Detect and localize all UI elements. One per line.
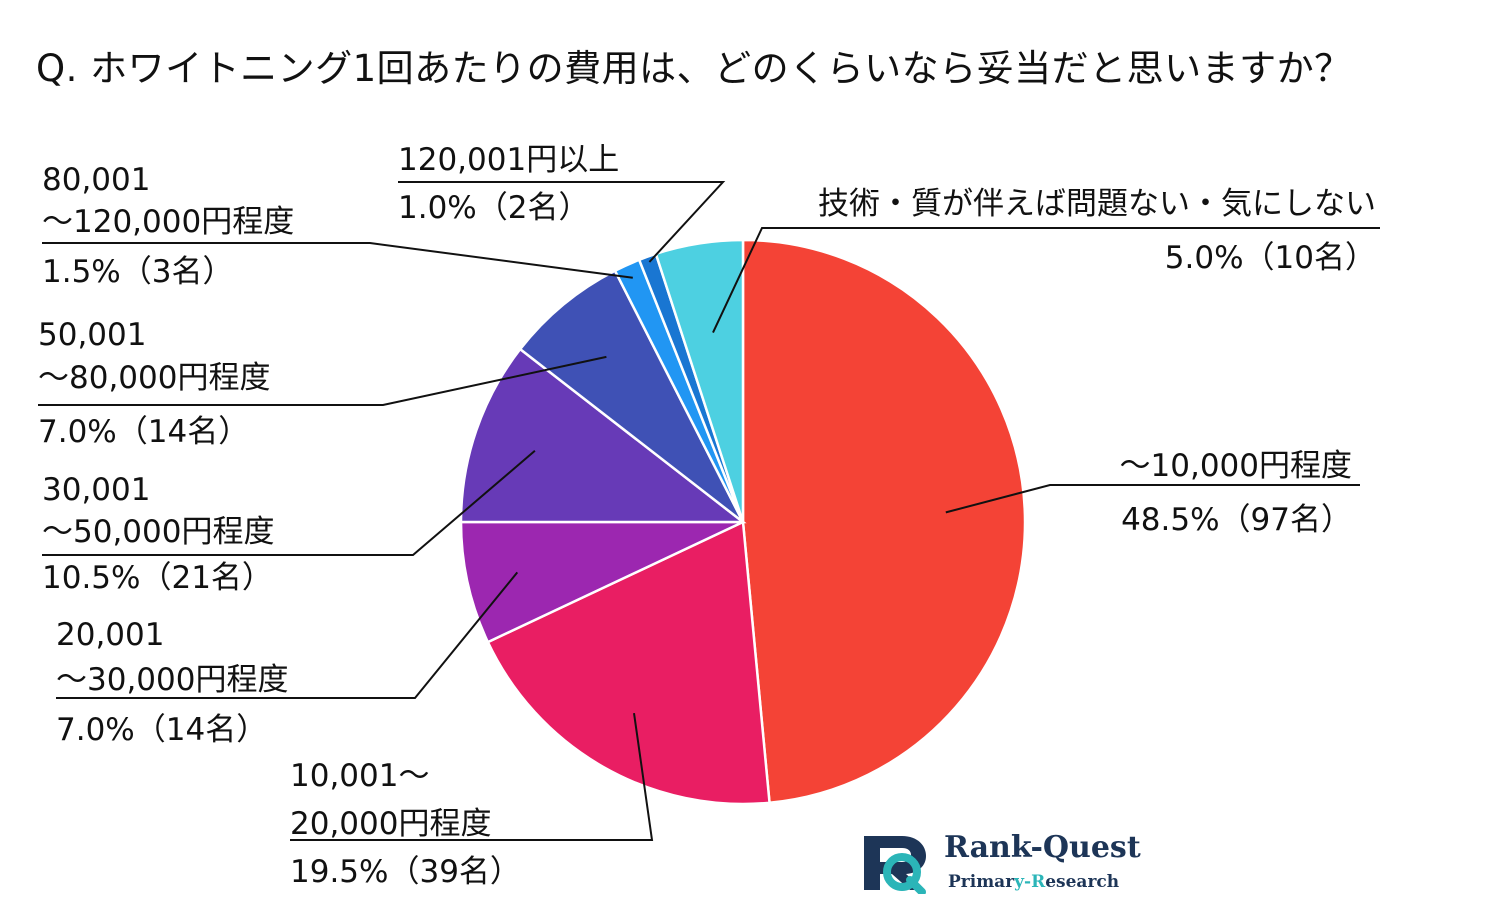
slice-label-4-line-2: ～50,000円程度 (42, 514, 274, 550)
slice-value-7: 1.0%（2名） (398, 190, 589, 226)
leader-line-7 (398, 181, 726, 263)
slice-label-1-line-1: ～10,000円程度 (1120, 448, 1352, 484)
pie-slice-3 (459, 520, 744, 644)
slice-label-3-line-2: ～30,000円程度 (56, 662, 288, 698)
leader-line-2 (290, 712, 654, 841)
pie-slice-5 (518, 269, 745, 523)
slice-value-1: 48.5%（97名） (1121, 502, 1352, 538)
slice-value-3: 7.0%（14名） (56, 712, 267, 748)
slice-label-2-line-2: 20,000円程度 (290, 806, 491, 842)
leader-line-3 (56, 571, 519, 699)
slice-labels: ～10,000円程度 48.5%（97名） 10,001～ 20,000円程度 19.5… (38, 142, 1376, 890)
leader-line-5 (38, 355, 607, 406)
slice-value-4: 10.5%（21名） (42, 560, 273, 596)
slice-label-6-line-1: 80,001 (42, 162, 150, 198)
rank-quest-logo-mark-icon (864, 836, 926, 896)
pie-slice-1 (741, 238, 1027, 805)
slice-label-5-line-2: ～80,000円程度 (38, 360, 270, 396)
slice-label-5-line-1: 50,001 (38, 317, 146, 353)
pie-slice-4 (459, 347, 747, 524)
slice-value-2: 19.5%（39名） (290, 854, 521, 890)
slice-label-2-line-1: 10,001～ (290, 758, 429, 794)
leader-line-6 (42, 242, 633, 279)
pie-slices (459, 238, 1027, 806)
slice-label-3-line-1: 20,001 (56, 617, 164, 653)
slice-value-5: 7.0%（14名） (38, 414, 249, 450)
rank-quest-logo: Rank-Quest Primary-Research (858, 830, 1158, 896)
slice-label-6-line-2: ～120,000円程度 (42, 204, 294, 240)
pie-slice-2 (486, 520, 771, 806)
leader-line-8 (712, 227, 1380, 334)
logo-tagline: Primary-Research (948, 872, 1120, 892)
leader-lines (38, 181, 1380, 841)
leader-line-4 (42, 450, 536, 556)
slice-value-6: 1.5%（3名） (42, 254, 233, 290)
logo-name: Rank-Quest (944, 830, 1141, 865)
chart-title: Q. ホワイトニング1回あたりの費用は、どのくらいなら妥当だと思いますか？ (36, 47, 1352, 90)
slice-label-8-line-1: 技術・質が伴えば問題ない・気にしない (818, 186, 1376, 222)
slice-value-8: 5.0%（10名） (1165, 240, 1376, 276)
leader-line-1 (945, 484, 1360, 514)
slice-label-4-line-1: 30,001 (42, 472, 150, 508)
slice-label-7-line-1: 120,001円以上 (398, 142, 619, 178)
